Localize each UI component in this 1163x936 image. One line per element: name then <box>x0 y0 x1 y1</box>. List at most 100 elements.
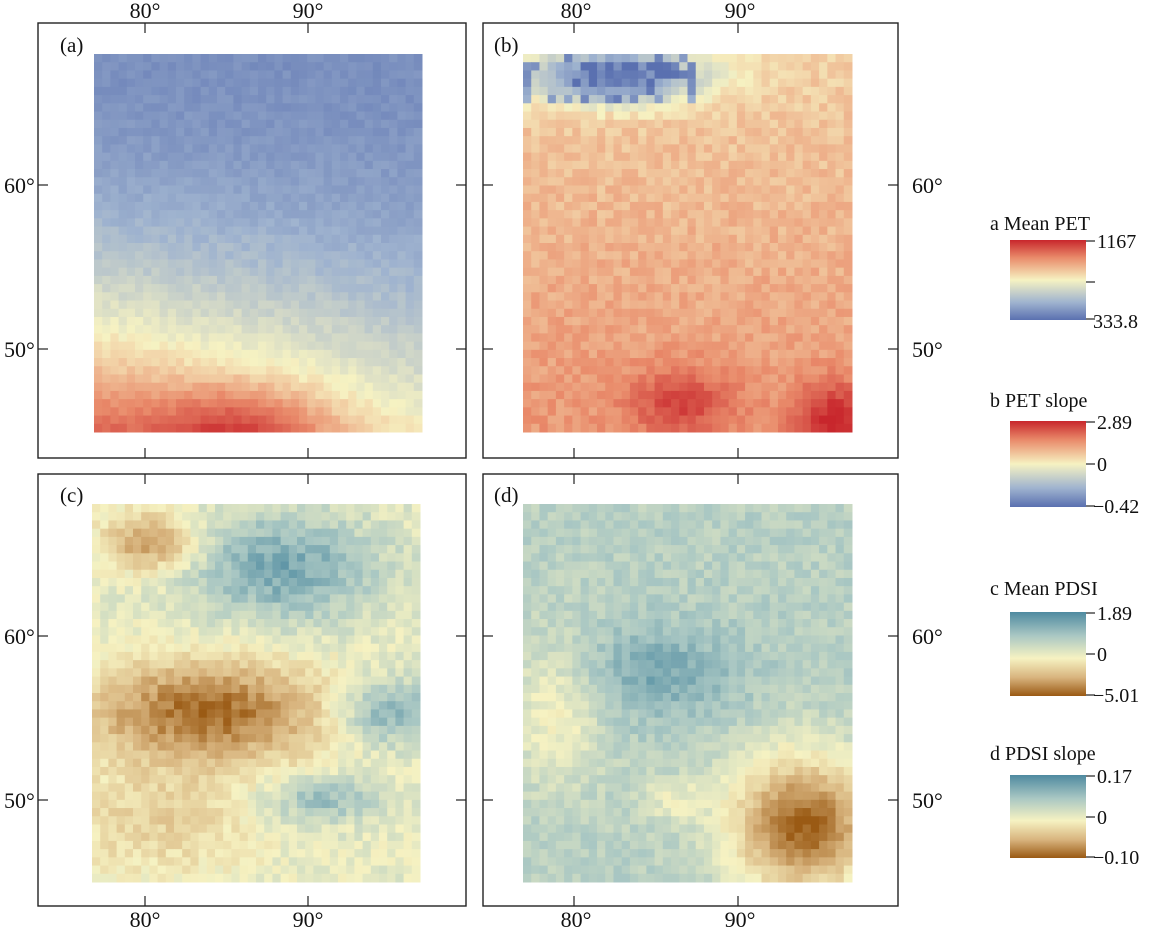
heatmap-cell <box>340 301 349 310</box>
heatmap-cell <box>704 128 713 137</box>
heatmap-cell <box>720 416 729 425</box>
heatmap-cell <box>373 79 382 88</box>
heatmap-cell <box>299 202 308 211</box>
heatmap-cell <box>371 545 380 554</box>
heatmap-cell <box>729 227 738 236</box>
heatmap-cell <box>102 194 111 203</box>
heatmap-cell <box>258 87 267 96</box>
heatmap-cell <box>149 709 158 718</box>
heatmap-cell <box>762 112 771 121</box>
heatmap-cell <box>240 529 249 538</box>
heatmap-cell <box>556 317 565 326</box>
heatmap-cell <box>770 153 779 162</box>
heatmap-cell <box>395 611 404 620</box>
heatmap-cell <box>266 79 275 88</box>
heatmap-cell <box>250 276 259 285</box>
heatmap-cell <box>160 301 169 310</box>
heatmap-cell <box>613 251 622 260</box>
heatmap-cell <box>108 545 117 554</box>
heatmap-cell <box>151 161 160 170</box>
heatmap-cell <box>704 276 713 285</box>
heatmap-cell <box>737 292 746 301</box>
heatmap-cell <box>266 177 275 186</box>
heatmap-cell <box>539 87 548 96</box>
heatmap-cell <box>844 120 853 129</box>
heatmap-cell <box>242 276 251 285</box>
heatmap-cell <box>176 259 185 268</box>
heatmap-cell <box>412 570 421 579</box>
heatmap-cell <box>572 317 581 326</box>
heatmap-cell <box>753 268 762 277</box>
heatmap-cell <box>338 677 347 686</box>
heatmap-cell <box>240 709 249 718</box>
heatmap-cell <box>94 185 103 194</box>
heatmap-cell <box>737 218 746 227</box>
heatmap-cell <box>92 512 101 521</box>
heatmap-cell <box>258 243 267 252</box>
heatmap-cell <box>373 202 382 211</box>
heatmap-cell <box>223 578 232 587</box>
heatmap-cell <box>671 276 680 285</box>
heatmap-cell <box>209 95 218 104</box>
heatmap-cell <box>671 407 680 416</box>
heatmap-cell <box>135 366 144 375</box>
heatmap-cell <box>605 210 614 219</box>
heatmap-cell <box>100 635 109 644</box>
heatmap-cell <box>762 259 771 268</box>
heatmap-cell <box>406 243 415 252</box>
heatmap-cell <box>332 416 341 425</box>
heatmap-cell <box>836 251 845 260</box>
heatmap-cell <box>184 358 193 367</box>
heatmap-cell <box>597 292 606 301</box>
heatmap-cell <box>133 512 142 521</box>
heatmap-cell <box>564 235 573 244</box>
heatmap-cell <box>248 677 257 686</box>
heatmap-cell <box>151 70 160 79</box>
heatmap-cell <box>119 79 128 88</box>
heatmap-cell <box>745 407 754 416</box>
heatmap-cell <box>794 424 803 433</box>
heatmap-cell <box>778 95 787 104</box>
heatmap-cell <box>248 718 257 727</box>
heatmap-cell <box>283 358 292 367</box>
heatmap-cell <box>207 578 216 587</box>
heatmap-cell <box>315 210 324 219</box>
heatmap-cell <box>299 112 308 121</box>
heatmap-cell <box>217 342 226 351</box>
heatmap-cell <box>332 136 341 145</box>
heatmap-cell <box>143 424 152 433</box>
heatmap-cell <box>589 276 598 285</box>
heatmap-cell <box>720 243 729 252</box>
heatmap-cell <box>143 251 152 260</box>
heatmap-cell <box>207 701 216 710</box>
heatmap-cell <box>523 333 532 342</box>
heatmap-cell <box>307 284 316 293</box>
heatmap-cell <box>225 399 234 408</box>
heatmap-cell <box>184 128 193 137</box>
heatmap-cell <box>581 391 590 400</box>
heatmap-cell <box>264 709 273 718</box>
heatmap-cell <box>523 292 532 301</box>
heatmap-cell <box>762 383 771 392</box>
heatmap-cell <box>133 718 142 727</box>
heatmap-cell <box>332 325 341 334</box>
heatmap-cell <box>151 177 160 186</box>
heatmap-cell <box>266 95 275 104</box>
heatmap-cell <box>100 751 109 760</box>
heatmap-cell <box>638 317 647 326</box>
heatmap-cell <box>256 701 265 710</box>
heatmap-cell <box>272 594 281 603</box>
heatmap-cell <box>190 668 199 677</box>
heatmap-cell <box>184 383 193 392</box>
heatmap-cell <box>117 693 126 702</box>
heatmap-cell <box>397 218 406 227</box>
heatmap-cell <box>523 325 532 334</box>
heatmap-cell <box>256 668 265 677</box>
heatmap-cell <box>283 333 292 342</box>
heatmap-cell <box>272 537 281 546</box>
heatmap-cell <box>572 169 581 178</box>
heatmap-cell <box>794 54 803 63</box>
heatmap-cell <box>248 504 257 513</box>
heatmap-cell <box>406 70 415 79</box>
heatmap-cell <box>819 169 828 178</box>
